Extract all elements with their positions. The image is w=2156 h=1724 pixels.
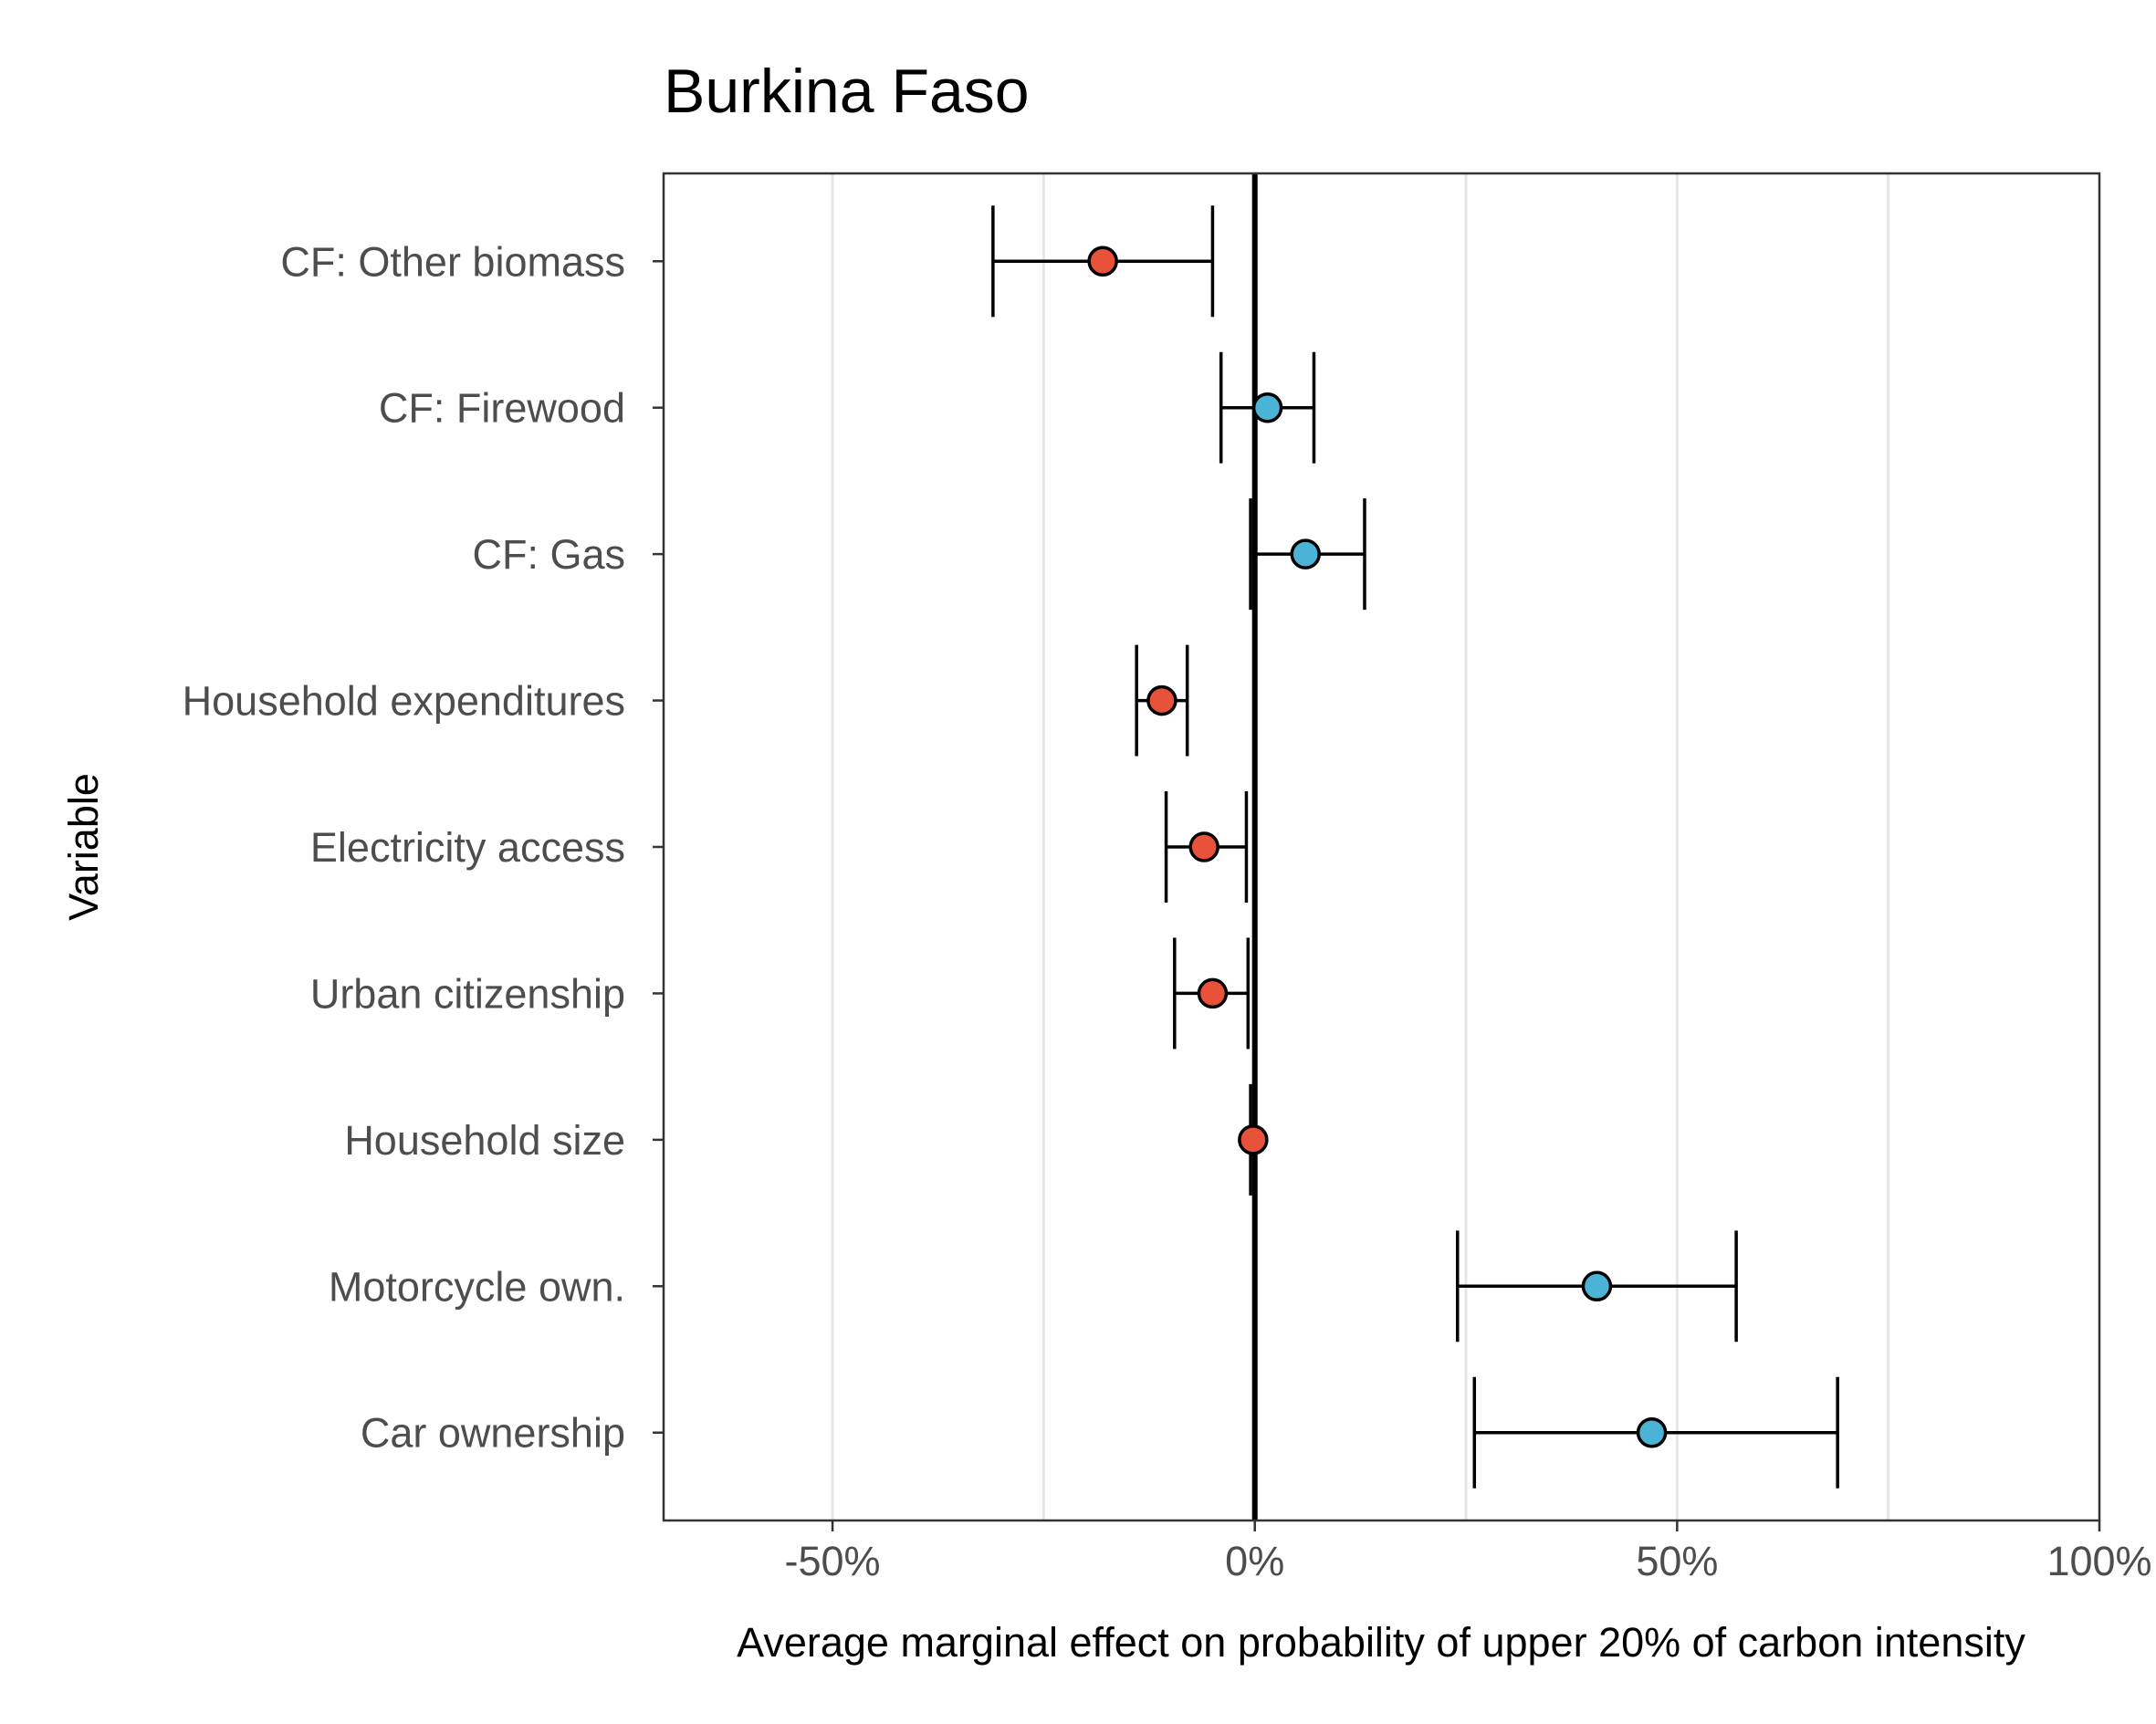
y-tick-label: CF: Other biomass [280,238,625,285]
estimate-point [1251,392,1283,423]
y-tick-label: CF: Firewood [379,385,625,432]
x-tick-label: 50% [1636,1538,1718,1584]
estimate-point [1636,1416,1668,1448]
x-tick-label: 0% [1225,1538,1284,1584]
estimate-points [1087,246,1668,1448]
y-tick-label: Electricity access [310,824,625,871]
estimate-point [1087,246,1118,277]
y-axis-label: Variable [60,773,107,921]
estimate-point [1238,1124,1269,1155]
x-tick-label: 100% [2046,1538,2151,1584]
estimate-point [1197,977,1229,1009]
y-tick-label: CF: Gas [472,531,625,578]
x-axis-label: Average marginal effect on probability o… [737,1619,2025,1666]
y-tick-label: Car ownership [361,1410,625,1457]
y-tick-label: Household expenditures [183,678,625,725]
estimate-point [1581,1270,1613,1302]
y-tick-label: Urban citizenship [310,970,625,1017]
x-axis-ticks: -50% 0% 50% 100% [785,1520,2152,1584]
y-axis-ticks: CF: Other biomass CF: Firewood CF: Gas Hous… [183,238,664,1457]
estimate-point [1188,831,1219,862]
chart-title: Burkina Faso [664,57,1030,126]
estimate-point [1290,538,1321,569]
y-tick-label: Household size [344,1117,625,1164]
y-tick-label: Motorcycle own. [329,1263,625,1310]
x-tick-label: -50% [785,1538,881,1584]
estimate-point [1146,684,1177,716]
